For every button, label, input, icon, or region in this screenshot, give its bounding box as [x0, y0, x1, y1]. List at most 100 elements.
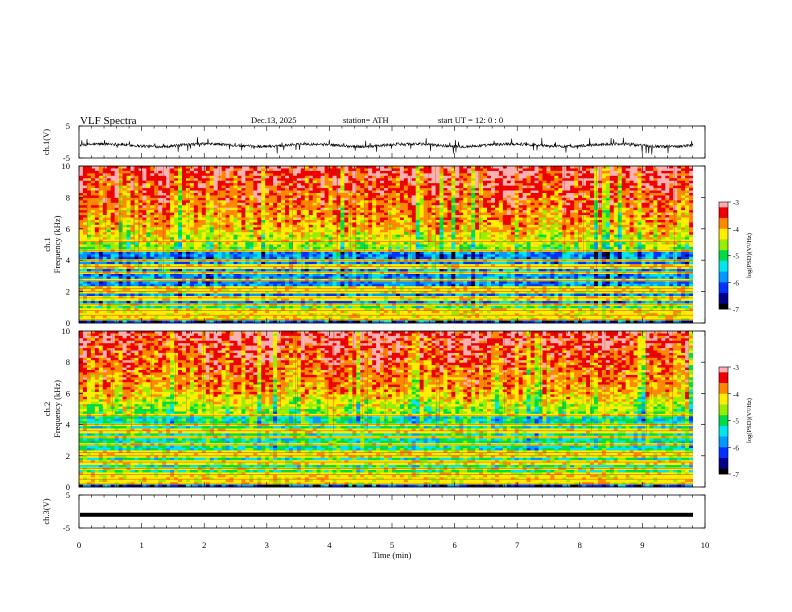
ch1-spectrogram-cell [277, 227, 282, 231]
ch1-spectrogram-cell [451, 212, 456, 216]
ch1-spectrogram-cell [629, 219, 634, 223]
ch1-spectrogram-cell [617, 222, 622, 226]
ch1-spectrogram-cell [538, 195, 543, 199]
ch1-spectrogram-cell [229, 219, 234, 223]
ch1-spectrogram-cell [114, 192, 119, 196]
ch1-spectrogram-cell [181, 195, 187, 199]
ch1-spectrogram-cell [344, 215, 349, 218]
ch1-spectrogram-cell [336, 192, 341, 196]
ch1-spectrogram-cell [106, 192, 111, 196]
ch1-spectrogram-cell [237, 180, 242, 184]
ch1-spectrogram-cell [94, 197, 100, 201]
ch1-spectrogram-cell [237, 185, 242, 189]
ch1-spectrogram-cell [546, 229, 551, 233]
ch1-spectrogram-cell [443, 234, 448, 238]
ch1-spectrogram-cell [518, 173, 523, 177]
ch1-spectrogram-cell [154, 207, 159, 211]
ch1-spectrogram-cell [407, 234, 413, 238]
ch1-spectrogram-cell [471, 217, 476, 221]
ch1-spectrogram-cell [138, 188, 143, 191]
ch1-spectrogram-cell [324, 232, 329, 235]
ch1-spectrogram-cell [364, 215, 369, 218]
ch1-spectrogram-cell [475, 173, 480, 177]
ch1-spectrogram-cell [229, 180, 234, 184]
ch1-spectrogram-cell [102, 197, 108, 201]
ch1-spectrogram-cell [209, 190, 214, 194]
ch1-spectrogram-cell [657, 168, 662, 172]
ch1-spectrogram-cell [225, 197, 230, 201]
ch1-waveform-line [79, 137, 694, 155]
ch1-spectrogram-cell [277, 207, 282, 211]
ch1-spectrogram-cell [494, 229, 500, 233]
ch1-spectrogram-cell [150, 227, 155, 231]
ch1-spectrogram-cell [154, 219, 159, 223]
ch1-spectrogram-cell [534, 222, 539, 226]
ch1-spectrogram-cell [613, 239, 619, 243]
ch1-spectrogram-cell [225, 234, 230, 238]
ch1-spectrogram-cell [284, 192, 290, 196]
ch1-spectrogram-cell [142, 242, 147, 245]
ch1-spectrogram-cell [300, 239, 306, 243]
ch1-spectrogram-cell [629, 210, 634, 213]
ch1-spectrogram-cell [649, 188, 654, 191]
ch1-spectrogram-cell [241, 207, 246, 211]
ch1-spectrogram-cell [213, 202, 218, 206]
ch1-spectrogram-cell [669, 185, 674, 189]
ch1-spectrogram-cell [542, 192, 547, 196]
ch1-spectrogram-cell [138, 200, 143, 204]
ch1-spectrogram-cell [102, 180, 108, 184]
ch1-spectrogram-cell [360, 239, 365, 243]
ch1-spectrogram-cell [197, 222, 203, 226]
ch1-spectrogram-cell [586, 185, 591, 189]
ch1-spectrogram-cell [542, 173, 547, 177]
ch1-spectrogram-cell [114, 232, 119, 235]
ch1-spectrogram-cell [593, 207, 599, 211]
ch1-spectrogram-cell [185, 188, 191, 191]
ch1-spectrogram-cell [296, 239, 302, 243]
ch1-spectrogram-cell [621, 202, 626, 206]
ch1-spectrogram-cell [435, 180, 440, 184]
ch1-spectrogram-cell [487, 197, 492, 201]
ch1-spectrogram-cell [645, 205, 650, 208]
ch1-spectrogram-cell [439, 229, 444, 233]
ch1-spectrogram-cell [253, 212, 258, 216]
ch1-spectrogram-cell [352, 188, 357, 191]
ch1-spectrogram-cell [292, 227, 298, 231]
ch1-spectrogram-cell [427, 180, 432, 184]
ch1-spectrogram-cell [534, 166, 539, 169]
ch1-spectrogram-cell [546, 195, 551, 199]
ch1-spectrogram-cell [391, 202, 397, 206]
ch1-spectrogram-cell [451, 237, 456, 240]
ch1-spectrogram-cell [308, 217, 314, 221]
ch1-spectrogram-cell [364, 202, 369, 206]
ch1-spectrogram-cell [530, 217, 535, 221]
ch1-spectrogram-cell [530, 197, 535, 201]
ch1-spectrogram-cell [356, 205, 361, 208]
ch1-spectrogram-cell [653, 175, 658, 179]
ch1-spectrogram-cell [514, 205, 519, 208]
ch1-spectrogram-cell [447, 215, 452, 218]
ch1-spectrogram-cell [645, 180, 650, 184]
ch1-spectrogram-cell [475, 185, 480, 189]
ch1-spectrogram-cell [427, 195, 432, 199]
ch1-spectrogram-cell [126, 219, 131, 223]
ch1-spectrogram-cell [261, 173, 266, 177]
ch1-spectrogram-cell [451, 173, 456, 177]
ch1-spectrogram-cell [637, 234, 642, 238]
ch1-spectrogram-cell [269, 166, 274, 169]
ch1-spectrogram-cell [475, 239, 480, 243]
ch1-spectrogram-cell [174, 173, 179, 177]
ch1-spectrogram-cell [689, 188, 694, 191]
ch1-spectrogram-cell [344, 170, 349, 174]
ch1-spectrogram-cell [344, 190, 349, 194]
ch1-spectrogram-cell [669, 178, 674, 182]
ch1-spectrogram-cell [411, 237, 417, 240]
ch1-spectrogram-cell [292, 170, 298, 174]
ch1-spectrogram-cell [320, 185, 325, 189]
ch1-spectrogram-cell [154, 178, 159, 182]
ch1-spectrogram-cell [332, 232, 337, 235]
ch1-spectrogram-cell [380, 197, 385, 201]
ch1-spectrogram-cell [372, 215, 377, 218]
ch1-spectrogram-cell [98, 219, 104, 223]
ch1-spectrogram-cell [114, 168, 119, 172]
